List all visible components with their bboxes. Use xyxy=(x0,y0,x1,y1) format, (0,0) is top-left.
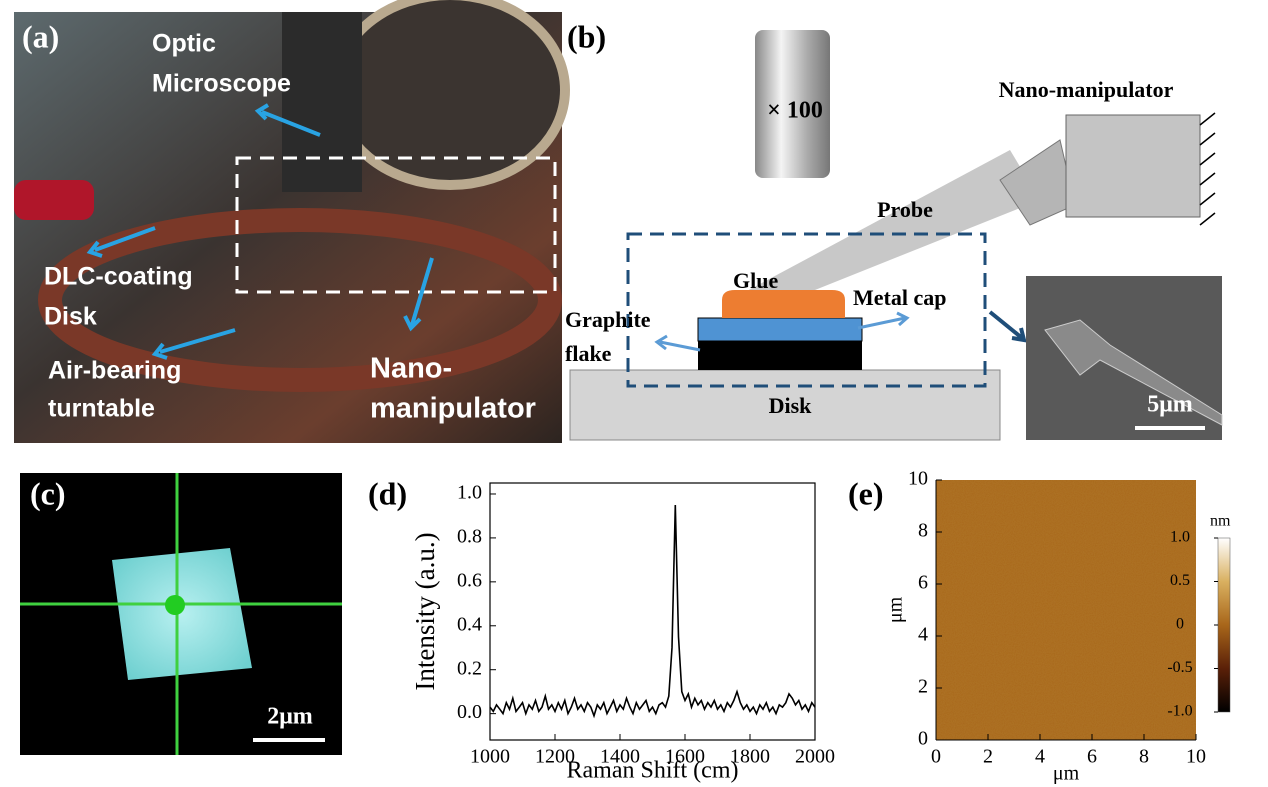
glue xyxy=(722,290,845,318)
x-axis-label: Raman Shift (cm) xyxy=(567,758,739,784)
laser-spot xyxy=(165,595,185,615)
annotation: Microscope xyxy=(152,70,291,98)
plot-frame xyxy=(489,482,816,741)
sem-probe xyxy=(1044,319,1223,426)
annotation: Disk xyxy=(44,303,97,331)
x-tick-label: 2 xyxy=(983,746,993,768)
objective-label: × 100 xyxy=(767,98,823,124)
probe xyxy=(745,150,1040,300)
y-tick-label: 0.6 xyxy=(457,569,482,591)
arrow xyxy=(988,310,1027,343)
y-tick-label: 2 xyxy=(918,676,928,698)
colorbar-tick-label: -1.0 xyxy=(1167,703,1192,720)
y-tick-label: 0.2 xyxy=(457,657,482,679)
annotation: Probe xyxy=(877,197,933,222)
annotation: manipulator xyxy=(370,393,536,425)
scale-label: 5μm xyxy=(1147,392,1193,418)
annotation: turntable xyxy=(48,395,155,423)
graphite xyxy=(698,340,862,370)
spectrum-line xyxy=(489,504,816,719)
colorbar-tick-label: 0.5 xyxy=(1170,572,1190,589)
panel-b: × 100 Nano-manipulator Probe Disk Glue M… xyxy=(565,18,1223,441)
y-tick-label: 4 xyxy=(918,624,928,646)
manipulator-box xyxy=(1065,114,1201,218)
y-tick-label: 0.4 xyxy=(457,613,482,635)
objective xyxy=(755,30,830,178)
y-tick-label: 0 xyxy=(918,728,928,750)
panel-label: (e) xyxy=(848,475,884,511)
colorbar xyxy=(1217,537,1231,713)
scale-bar xyxy=(253,738,325,742)
arrow xyxy=(403,257,434,332)
x-axis-label: μm xyxy=(1053,763,1080,785)
annotation: Metal cap xyxy=(853,285,946,310)
x-tick-label: 1400 xyxy=(600,746,640,768)
annotation: Nano-manipulator xyxy=(999,77,1174,102)
arrow xyxy=(254,103,321,137)
annotation: Air-bearing xyxy=(48,357,181,385)
y-tick-label: 8 xyxy=(918,520,928,542)
arrow xyxy=(86,226,156,258)
y-tick-label: 6 xyxy=(918,572,928,594)
annotation: flake xyxy=(565,341,612,366)
x-tick-label: 1600 xyxy=(665,746,705,768)
y-tick-label: 0.8 xyxy=(457,526,482,548)
y-axis-label: Intensity (a.u.) xyxy=(410,532,440,690)
y-tick-label: 1.0 xyxy=(457,482,482,504)
scale-label: 2μm xyxy=(267,704,313,730)
colorbar-label: nm xyxy=(1210,513,1231,530)
y-axis-label: μm xyxy=(885,596,907,623)
x-tick-label: 1800 xyxy=(730,746,770,768)
panel-label: (c) xyxy=(30,475,66,511)
x-tick-label: 1000 xyxy=(470,746,510,768)
annotation: Glue xyxy=(733,268,778,293)
red-clamp xyxy=(14,180,94,220)
arrow xyxy=(857,311,910,330)
scale-bar xyxy=(1135,426,1205,430)
heatmap-texture xyxy=(936,480,1196,740)
flake xyxy=(112,548,252,680)
colorbar-tick-label: 1.0 xyxy=(1170,529,1190,546)
arrow xyxy=(151,328,236,360)
x-tick-label: 10 xyxy=(1186,746,1206,768)
annotation: Disk xyxy=(769,393,813,418)
panel-label: (b) xyxy=(567,18,606,54)
microscope-body xyxy=(282,12,362,192)
colorbar-tick-label: -0.5 xyxy=(1167,659,1192,676)
metal-cap xyxy=(697,317,863,342)
panel-label: (d) xyxy=(368,475,407,511)
y-tick-label: 0.0 xyxy=(457,701,482,723)
turntable xyxy=(38,208,562,392)
x-tick-label: 0 xyxy=(931,746,941,768)
annotation: Nano- xyxy=(370,353,452,385)
wall-hatch xyxy=(1199,112,1216,226)
panel-label: (a) xyxy=(22,18,59,54)
charts: 1000 1200 1400 1600 1800 20000.00.20.40.60.81… xyxy=(368,468,1231,785)
annotation: Optic xyxy=(152,30,216,58)
x-tick-label: 1200 xyxy=(535,746,575,768)
x-tick-label: 8 xyxy=(1139,746,1149,768)
x-tick-label: 6 xyxy=(1087,746,1097,768)
x-tick-label: 4 xyxy=(1035,746,1045,768)
annotation: DLC-coating xyxy=(44,263,193,291)
colorbar-tick-label: 0 xyxy=(1176,616,1184,633)
panel-a: (a) Optic Microscope DLC-coating Disk Ai… xyxy=(14,0,570,443)
annotation: Graphite xyxy=(565,307,651,332)
y-tick-label: 10 xyxy=(908,468,928,490)
panel-c: (c) 2μm xyxy=(20,473,342,755)
zoom-box xyxy=(235,156,557,294)
x-tick-label: 2000 xyxy=(795,746,835,768)
arrow xyxy=(654,334,701,352)
zoom-box xyxy=(626,232,987,388)
